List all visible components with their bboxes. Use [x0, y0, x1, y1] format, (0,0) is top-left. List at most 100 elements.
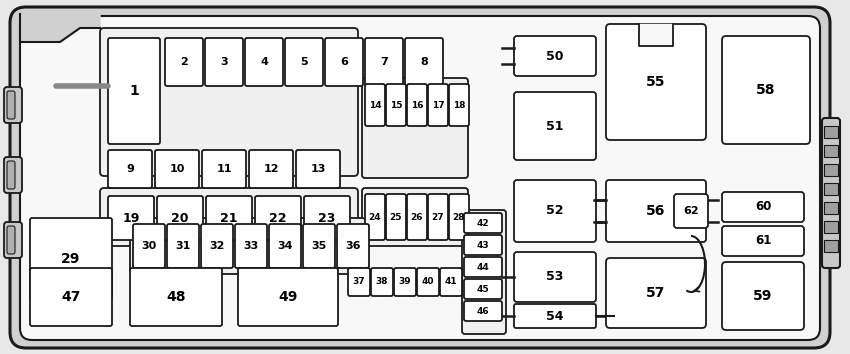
- Text: 16: 16: [411, 101, 423, 109]
- FancyBboxPatch shape: [464, 279, 502, 299]
- FancyBboxPatch shape: [133, 224, 165, 268]
- Text: 22: 22: [269, 211, 286, 224]
- FancyBboxPatch shape: [165, 38, 203, 86]
- FancyBboxPatch shape: [155, 150, 199, 188]
- Text: 20: 20: [171, 211, 189, 224]
- FancyBboxPatch shape: [235, 224, 267, 268]
- FancyBboxPatch shape: [285, 38, 323, 86]
- FancyBboxPatch shape: [371, 268, 393, 296]
- FancyBboxPatch shape: [365, 194, 385, 240]
- FancyBboxPatch shape: [407, 194, 427, 240]
- FancyBboxPatch shape: [269, 224, 301, 268]
- Text: 8: 8: [420, 57, 428, 67]
- FancyBboxPatch shape: [365, 38, 403, 86]
- FancyBboxPatch shape: [822, 118, 840, 268]
- Text: 6: 6: [340, 57, 348, 67]
- FancyBboxPatch shape: [428, 194, 448, 240]
- Text: 12: 12: [264, 164, 279, 174]
- FancyBboxPatch shape: [362, 78, 468, 178]
- Bar: [824, 202, 838, 214]
- Bar: [824, 126, 838, 138]
- Text: 29: 29: [61, 252, 81, 266]
- Bar: [824, 221, 838, 233]
- FancyBboxPatch shape: [417, 268, 439, 296]
- FancyBboxPatch shape: [405, 38, 443, 86]
- Text: 35: 35: [311, 241, 326, 251]
- Text: 43: 43: [477, 240, 490, 250]
- Text: 28: 28: [453, 212, 465, 222]
- FancyBboxPatch shape: [722, 36, 810, 144]
- FancyBboxPatch shape: [255, 196, 301, 240]
- FancyBboxPatch shape: [20, 16, 820, 340]
- Text: 49: 49: [278, 290, 297, 304]
- Text: 48: 48: [167, 290, 186, 304]
- Text: 41: 41: [445, 278, 457, 286]
- FancyBboxPatch shape: [130, 218, 366, 274]
- FancyBboxPatch shape: [30, 268, 112, 326]
- FancyBboxPatch shape: [449, 84, 469, 126]
- FancyBboxPatch shape: [4, 87, 22, 123]
- Text: 24: 24: [369, 212, 382, 222]
- FancyBboxPatch shape: [100, 188, 358, 246]
- Text: 21: 21: [220, 211, 238, 224]
- Text: 27: 27: [432, 212, 445, 222]
- Text: 32: 32: [209, 241, 224, 251]
- FancyBboxPatch shape: [337, 224, 369, 268]
- Text: 58: 58: [756, 83, 776, 97]
- FancyBboxPatch shape: [514, 92, 596, 160]
- Text: 7: 7: [380, 57, 388, 67]
- Text: 36: 36: [345, 241, 360, 251]
- Text: 54: 54: [547, 309, 564, 322]
- Bar: [824, 183, 838, 195]
- FancyBboxPatch shape: [7, 226, 15, 254]
- Text: 25: 25: [390, 212, 402, 222]
- Polygon shape: [639, 24, 673, 46]
- FancyBboxPatch shape: [206, 196, 252, 240]
- FancyBboxPatch shape: [514, 304, 596, 328]
- Text: 47: 47: [61, 290, 81, 304]
- Text: 61: 61: [755, 234, 771, 247]
- FancyBboxPatch shape: [722, 262, 804, 330]
- Text: 56: 56: [646, 204, 666, 218]
- FancyBboxPatch shape: [130, 268, 222, 326]
- Bar: [824, 164, 838, 176]
- Bar: [824, 145, 838, 157]
- Text: 33: 33: [243, 241, 258, 251]
- Text: 60: 60: [755, 200, 771, 213]
- FancyBboxPatch shape: [238, 268, 338, 326]
- Text: 3: 3: [220, 57, 228, 67]
- Text: 10: 10: [169, 164, 184, 174]
- FancyBboxPatch shape: [157, 196, 203, 240]
- Text: 55: 55: [646, 75, 666, 89]
- FancyBboxPatch shape: [606, 258, 706, 328]
- FancyBboxPatch shape: [325, 38, 363, 86]
- FancyBboxPatch shape: [386, 84, 406, 126]
- FancyBboxPatch shape: [362, 188, 468, 246]
- FancyBboxPatch shape: [108, 196, 154, 240]
- FancyBboxPatch shape: [205, 38, 243, 86]
- FancyBboxPatch shape: [245, 38, 283, 86]
- Text: 42: 42: [477, 218, 490, 228]
- Text: 34: 34: [277, 241, 292, 251]
- FancyBboxPatch shape: [30, 218, 112, 300]
- Text: 53: 53: [547, 270, 564, 284]
- FancyBboxPatch shape: [462, 210, 506, 334]
- Text: 13: 13: [310, 164, 326, 174]
- FancyBboxPatch shape: [464, 235, 502, 255]
- FancyBboxPatch shape: [464, 213, 502, 233]
- FancyBboxPatch shape: [440, 268, 462, 296]
- Text: 14: 14: [369, 101, 382, 109]
- FancyBboxPatch shape: [394, 268, 416, 296]
- FancyBboxPatch shape: [674, 194, 708, 228]
- Text: 2: 2: [180, 57, 188, 67]
- FancyBboxPatch shape: [365, 84, 385, 126]
- Text: 17: 17: [432, 101, 445, 109]
- Text: 52: 52: [547, 205, 564, 217]
- FancyBboxPatch shape: [304, 196, 350, 240]
- Text: 4: 4: [260, 57, 268, 67]
- FancyBboxPatch shape: [407, 84, 427, 126]
- FancyBboxPatch shape: [514, 36, 596, 76]
- FancyBboxPatch shape: [202, 150, 246, 188]
- FancyBboxPatch shape: [4, 157, 22, 193]
- Text: 11: 11: [216, 164, 232, 174]
